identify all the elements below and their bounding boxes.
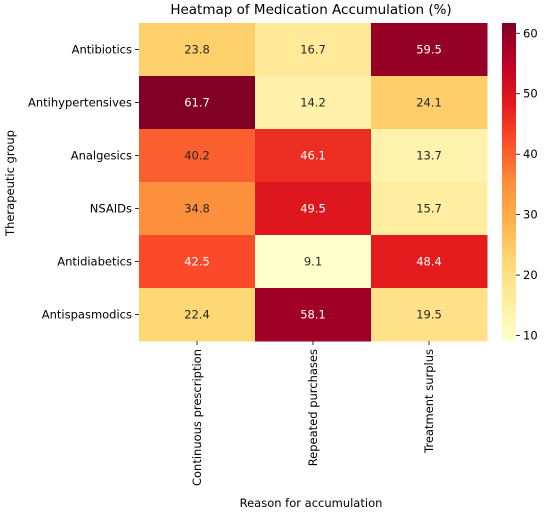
heatmap-cell <box>255 288 372 342</box>
x-tick-label: Treatment surplus <box>422 349 436 454</box>
colorbar-tick-label: 10 <box>523 329 538 343</box>
heatmap-cell <box>255 76 372 130</box>
cell-value-label: 22.4 <box>184 308 210 322</box>
heatmap-cell <box>139 235 256 289</box>
cell-value-label: 48.4 <box>416 255 442 269</box>
x-tick-label: Continuous prescription <box>190 349 204 486</box>
colorbar-tick-label: 40 <box>523 147 538 161</box>
x-tick-label: Repeated purchases <box>306 349 320 466</box>
cell-value-label: 9.1 <box>304 255 322 269</box>
colorbar-tick-label: 30 <box>523 208 538 222</box>
heatmap-cell <box>139 76 256 130</box>
cell-value-label: 61.7 <box>184 96 210 110</box>
heatmap-cell <box>371 182 488 236</box>
y-tick-label: Antihypertensives <box>28 96 132 110</box>
heatmap-cell <box>371 129 488 183</box>
heatmap-cell <box>371 23 488 77</box>
cell-value-label: 34.8 <box>184 202 210 216</box>
y-tick-label: Analgesics <box>71 149 132 163</box>
colorbar-tick-label: 50 <box>523 87 538 101</box>
cell-value-label: 59.5 <box>416 43 442 57</box>
colorbar-gradient <box>502 23 516 341</box>
heatmap-cell <box>255 23 372 77</box>
cell-value-label: 13.7 <box>416 149 442 163</box>
cell-value-label: 24.1 <box>416 96 442 110</box>
heatmap-cell <box>255 129 372 183</box>
cell-value-label: 58.1 <box>300 308 326 322</box>
cell-value-label: 49.5 <box>300 202 326 216</box>
x-axis-title: Reason for accumulation <box>240 496 383 510</box>
heatmap-cell <box>255 182 372 236</box>
heatmap-cell <box>139 129 256 183</box>
colorbar-tick-label: 60 <box>523 26 538 40</box>
cell-value-label: 14.2 <box>300 96 326 110</box>
colorbar-tick-label: 20 <box>523 268 538 282</box>
chart-title: Heatmap of Medication Accumulation (%) <box>170 2 451 18</box>
cell-value-label: 23.8 <box>184 43 210 57</box>
heatmap-cells: 23.8 16.7 59.5 61.7 14.2 24.1 40.2 46.1 13.7 34.8… <box>139 23 488 342</box>
colorbar: 10 20 30 40 50 60 <box>502 23 538 343</box>
column-labels: Continuous prescription Repeated purchase… <box>190 341 436 486</box>
cell-value-label: 40.2 <box>184 149 210 163</box>
heatmap-cell <box>371 288 488 342</box>
heatmap-cell <box>139 23 256 77</box>
cell-value-label: 19.5 <box>416 308 442 322</box>
heatmap-cell <box>139 288 256 342</box>
cell-value-label: 16.7 <box>300 43 326 57</box>
cell-value-label: 15.7 <box>416 202 442 216</box>
heatmap-cell <box>255 235 372 289</box>
y-tick-label: NSAIDs <box>90 202 132 216</box>
row-labels: Antibiotics Antihypertensives Analgesics NS… <box>28 43 139 322</box>
heatmap-cell <box>371 76 488 130</box>
heatmap-cell <box>371 235 488 289</box>
y-tick-label: Antidiabetics <box>57 255 132 269</box>
cell-value-label: 42.5 <box>184 255 210 269</box>
cell-value-label: 46.1 <box>300 149 326 163</box>
y-axis-title: Therapeutic group <box>3 130 17 237</box>
heatmap-cell <box>139 182 256 236</box>
y-tick-label: Antispasmodics <box>42 308 132 322</box>
y-tick-label: Antibiotics <box>72 43 132 57</box>
